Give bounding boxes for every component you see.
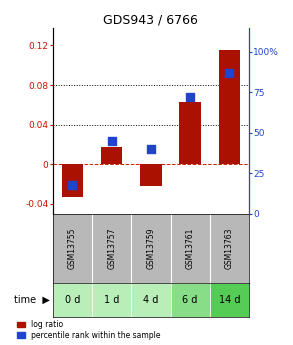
Point: [149, 146, 153, 152]
Bar: [179, 102, 201, 164]
Text: 4 d: 4 d: [143, 295, 159, 305]
Bar: [171, 283, 210, 317]
Text: GSM13761: GSM13761: [186, 228, 195, 269]
Point: [227, 70, 232, 76]
Legend: log ratio, percentile rank within the sample: log ratio, percentile rank within the sa…: [16, 318, 162, 341]
Text: 1 d: 1 d: [104, 295, 119, 305]
Bar: [131, 283, 171, 317]
Bar: [53, 283, 92, 317]
Bar: [101, 147, 122, 164]
Text: GSM13759: GSM13759: [146, 228, 155, 269]
Bar: [219, 50, 240, 164]
Bar: [210, 283, 249, 317]
Bar: [62, 164, 83, 197]
Text: GSM13755: GSM13755: [68, 228, 77, 269]
Text: 0 d: 0 d: [65, 295, 80, 305]
Text: 6 d: 6 d: [183, 295, 198, 305]
Text: 14 d: 14 d: [219, 295, 240, 305]
Text: GSM13763: GSM13763: [225, 228, 234, 269]
Bar: [140, 164, 162, 186]
Point: [188, 95, 193, 100]
Title: GDS943 / 6766: GDS943 / 6766: [103, 13, 198, 27]
Text: GSM13757: GSM13757: [107, 228, 116, 269]
Point: [70, 182, 75, 187]
Point: [109, 138, 114, 144]
Text: time  ▶: time ▶: [14, 295, 50, 305]
Bar: [92, 283, 131, 317]
